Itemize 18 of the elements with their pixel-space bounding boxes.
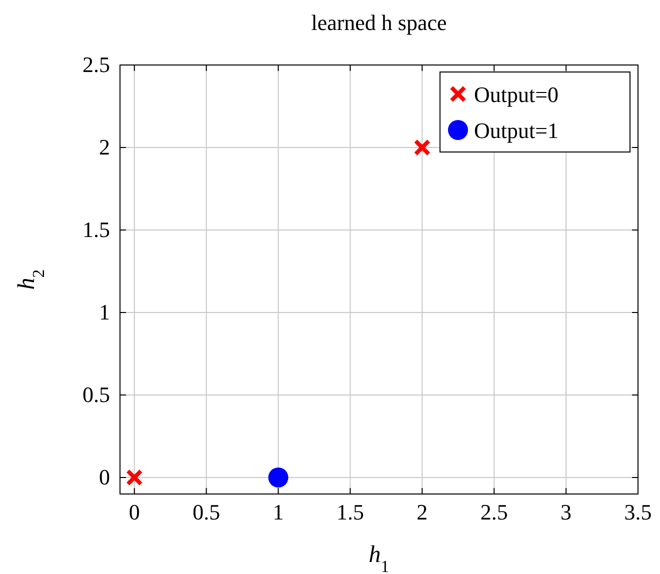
x-tick-label: 2 <box>416 500 428 525</box>
y-tick-label: 1 <box>99 300 110 325</box>
legend-label: Output=1 <box>474 118 559 143</box>
x-tick-label: 2.5 <box>480 500 508 525</box>
y-tick-label: 1.5 <box>82 217 110 242</box>
x-tick-label: 0.5 <box>192 500 220 525</box>
x-tick-label: 1 <box>272 500 284 525</box>
x-tick-label: 0 <box>128 500 140 525</box>
chart-title: learned h space <box>311 10 447 35</box>
x-tick-label: 3.5 <box>624 500 652 525</box>
x-axis-title: h$_{1}$ <box>368 542 390 574</box>
y-tick-label: 0 <box>99 464 110 490</box>
x-tick-label: 3 <box>560 500 572 525</box>
legend-label: Output=0 <box>474 82 559 107</box>
y-tick-label: 0.5 <box>82 382 110 408</box>
y-tick-label: 2.5 <box>82 52 110 78</box>
x-tick-label: 1.5 <box>336 500 364 525</box>
y-tick-label: 2 <box>99 134 110 160</box>
